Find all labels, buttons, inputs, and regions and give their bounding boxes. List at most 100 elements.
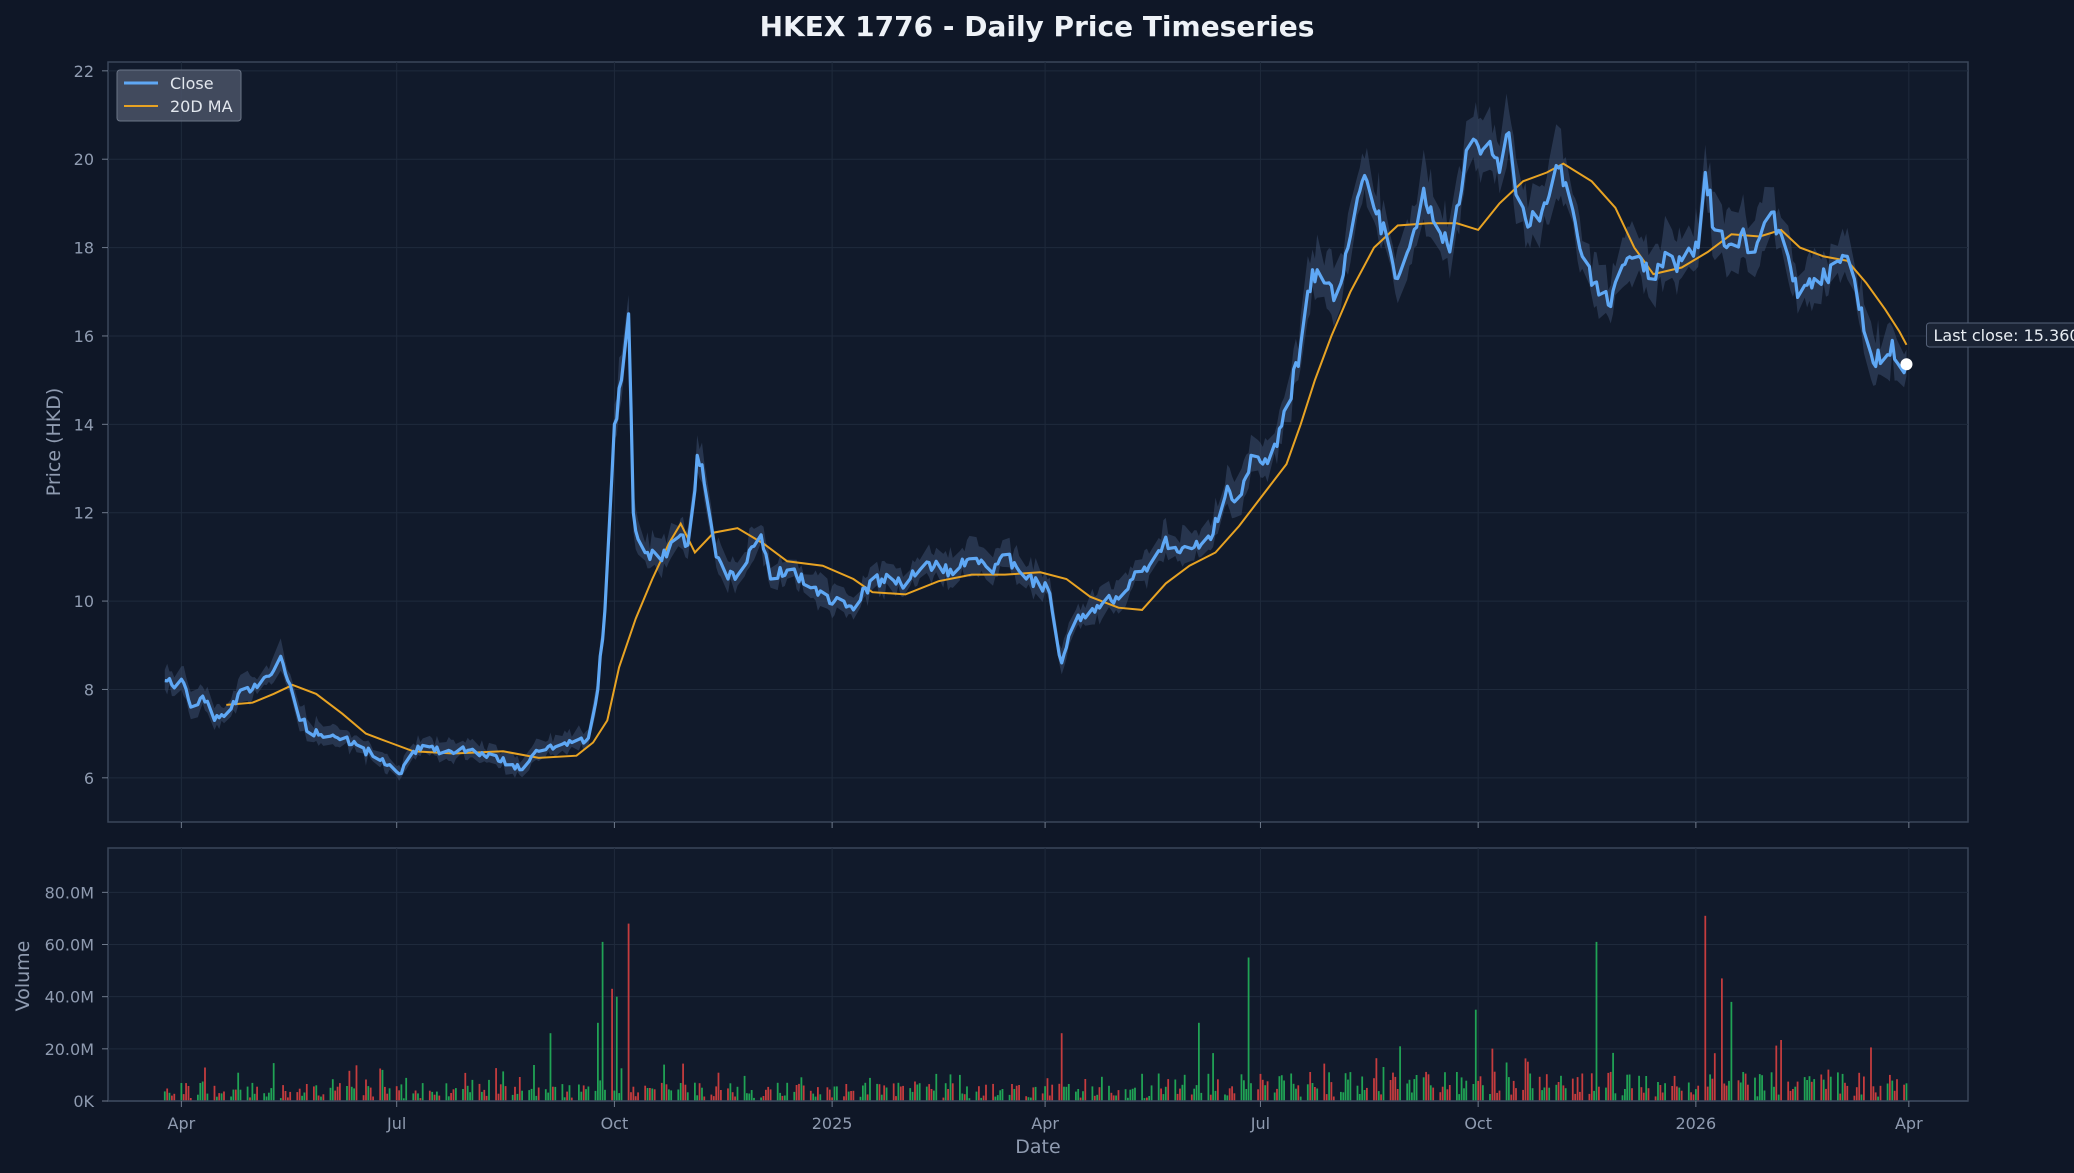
volume-bar bbox=[1538, 1076, 1541, 1101]
volume-bar bbox=[1678, 1087, 1681, 1101]
volume-bar bbox=[786, 1082, 789, 1101]
volume-bar bbox=[677, 1089, 680, 1101]
volume-bar bbox=[613, 1090, 616, 1101]
volume-bar bbox=[748, 1093, 751, 1101]
volume-bar bbox=[585, 1089, 587, 1101]
volume-bar bbox=[1671, 1086, 1674, 1101]
volume-bar bbox=[189, 1098, 192, 1101]
volume-bar bbox=[760, 1097, 762, 1101]
volume-bar bbox=[514, 1086, 516, 1101]
volume-bar bbox=[265, 1096, 268, 1101]
volume-bar bbox=[966, 1086, 968, 1101]
volume-bar bbox=[620, 1068, 623, 1101]
volume-bar bbox=[819, 1094, 822, 1101]
volume-bar bbox=[1557, 1082, 1560, 1101]
volume-bar bbox=[1543, 1087, 1546, 1101]
volume-bar bbox=[798, 1083, 800, 1101]
volume-bar bbox=[1742, 1072, 1745, 1101]
last-close-label: Last close: 15.360 bbox=[1933, 326, 2074, 345]
volume-bar bbox=[1214, 1090, 1217, 1101]
volume-bar bbox=[1044, 1086, 1046, 1101]
price-plot-area bbox=[107, 61, 1969, 823]
volume-bar bbox=[862, 1085, 864, 1101]
volume-bar bbox=[1460, 1077, 1463, 1101]
volume-bar bbox=[1280, 1075, 1283, 1101]
volume-bar bbox=[1273, 1092, 1276, 1101]
price-y-tick-label: 16 bbox=[74, 327, 94, 346]
volume-bar bbox=[826, 1087, 829, 1101]
volume-bar bbox=[1858, 1072, 1861, 1101]
volume-bar bbox=[1697, 1085, 1700, 1101]
volume-bar bbox=[1228, 1088, 1231, 1101]
volume-bar bbox=[1356, 1085, 1359, 1101]
volume-bar bbox=[599, 1080, 602, 1101]
volume-bar bbox=[1332, 1096, 1335, 1101]
volume-bar bbox=[850, 1091, 852, 1101]
volume-bar bbox=[864, 1082, 867, 1101]
volume-bar bbox=[845, 1084, 848, 1101]
volume-bar bbox=[185, 1083, 187, 1101]
volume-bar bbox=[1545, 1074, 1548, 1101]
volume-bar bbox=[1179, 1088, 1181, 1101]
volume-bar bbox=[916, 1084, 919, 1101]
volume-bar bbox=[1879, 1085, 1882, 1101]
price-x-ticks bbox=[180, 822, 1910, 828]
volume-bar bbox=[795, 1085, 798, 1101]
volume-bar bbox=[1680, 1090, 1683, 1101]
volume-bar bbox=[651, 1088, 654, 1101]
volume-bar bbox=[1739, 1082, 1742, 1101]
volume-bar bbox=[1531, 1088, 1534, 1101]
volume-bar bbox=[682, 1063, 684, 1101]
volume-bar bbox=[1444, 1072, 1446, 1101]
price-y-tick-label: 12 bbox=[74, 504, 94, 523]
volume-bar bbox=[1642, 1092, 1645, 1101]
volume-bar bbox=[1309, 1072, 1312, 1101]
volume-bar bbox=[1325, 1094, 1328, 1101]
volume-bar bbox=[999, 1090, 1002, 1101]
volume-bar bbox=[1903, 1084, 1905, 1101]
x-axis-label: Date bbox=[1015, 1136, 1060, 1158]
volume-bar bbox=[452, 1089, 455, 1101]
volume-bar bbox=[753, 1097, 755, 1101]
volume-bar bbox=[197, 1094, 199, 1101]
volume-bar bbox=[1162, 1094, 1165, 1101]
volume-bar bbox=[249, 1097, 251, 1101]
volume-bar bbox=[1491, 1048, 1494, 1101]
volume-bar bbox=[1292, 1083, 1295, 1101]
volume-bar bbox=[1200, 1092, 1203, 1101]
volume-bar bbox=[1477, 1080, 1480, 1101]
volume-bar bbox=[866, 1094, 869, 1101]
volume-bar bbox=[930, 1089, 933, 1101]
volume-bar bbox=[1323, 1063, 1326, 1101]
volume-bar bbox=[1046, 1078, 1049, 1101]
volume-bar bbox=[1150, 1085, 1153, 1101]
volume-bars bbox=[108, 915, 1968, 1102]
volume-bar bbox=[1148, 1096, 1151, 1101]
volume-bar bbox=[1505, 1062, 1508, 1101]
volume-bar bbox=[1874, 1092, 1877, 1101]
volume-bar bbox=[1548, 1087, 1551, 1101]
volume-bar bbox=[1193, 1088, 1196, 1101]
volume-bar bbox=[618, 1093, 621, 1101]
volume-bar bbox=[1167, 1079, 1170, 1101]
volume-bar bbox=[1207, 1073, 1210, 1101]
volume-bar bbox=[1422, 1077, 1425, 1101]
volume-bar bbox=[163, 1091, 166, 1101]
volume-bar bbox=[1508, 1077, 1510, 1101]
volume-bar bbox=[301, 1095, 303, 1101]
chart-title: HKEX 1776 - Daily Price Timeseries bbox=[760, 10, 1315, 43]
volume-bar bbox=[1728, 1080, 1730, 1101]
volume-bar bbox=[762, 1096, 765, 1101]
volume-bar bbox=[902, 1085, 904, 1101]
volume-bar bbox=[812, 1093, 815, 1101]
volume-bar bbox=[980, 1097, 983, 1101]
x-tick-label: Apr bbox=[1031, 1114, 1059, 1133]
volume-bar bbox=[1588, 1093, 1591, 1101]
volume-bar bbox=[405, 1077, 408, 1101]
volume-bar bbox=[1448, 1085, 1451, 1101]
volume-bar bbox=[433, 1094, 436, 1101]
volume-bar bbox=[287, 1097, 289, 1101]
volume-bar bbox=[1886, 1083, 1889, 1101]
volume-bar bbox=[223, 1091, 225, 1101]
